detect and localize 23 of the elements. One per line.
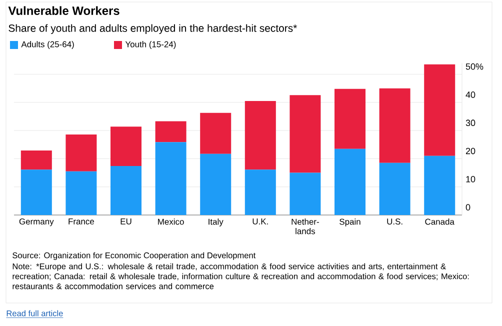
y-tick-label: 0: [466, 204, 470, 210]
x-tick-label: U.S.: [387, 218, 402, 225]
legend-label: Adults (25-64): [21, 41, 74, 49]
x-tick-label: Canada: [425, 218, 454, 225]
x-tick-label: Germany: [19, 218, 54, 226]
x-tick-label: Spain: [340, 218, 360, 226]
x-tick-label: Mexico: [158, 218, 184, 225]
x-tick-label: Italy: [208, 218, 224, 226]
y-tick-label: 40: [466, 92, 476, 98]
text: Read full article: [6, 310, 63, 316]
legend-label: Youth (15-24): [125, 41, 176, 49]
y-tick-label: 50%: [466, 63, 484, 70]
x-tick-label: France: [68, 218, 94, 224]
source-note: Source: Organization for Economic Cooperation and Development: [12, 252, 256, 260]
y-tick-label: 10: [466, 176, 476, 182]
x-tick-label: U.K.: [252, 218, 268, 224]
y-tick-label: 20: [466, 148, 476, 154]
x-tick-label: EU: [120, 218, 132, 224]
y-tick-label: 30: [466, 120, 476, 126]
text: Note: *Europe and U.S.: wholesale & retail trade, accommodation & food service activities and arts, entertainment & recreation; Canada: retail & wholesale trade, information culture & recreation and accommodation & food services; Mexico: restaurants & accommodation services and commerce: [12, 263, 469, 290]
x-tick-label: Nether-lands: [292, 218, 319, 234]
chart-subtitle: Share of youth and adults employed in the hardest-hit sectors*: [8, 24, 297, 34]
chart-title: Vulnerable Workers: [8, 6, 120, 15]
